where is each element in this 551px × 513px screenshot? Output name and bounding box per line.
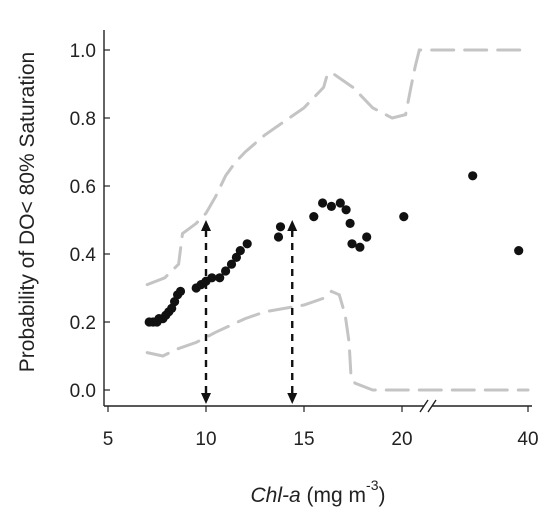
data-point (175, 286, 186, 296)
data-point (345, 218, 355, 228)
lower-confidence-line (145, 289, 530, 392)
y-ticks: 0.0 0.2 0.4 0.6 0.8 1.0 (70, 41, 110, 402)
axis-break-mark (419, 399, 437, 413)
data-point (242, 239, 252, 249)
x-tick-label: 10 (195, 429, 216, 450)
data-point (207, 273, 217, 283)
x-axis-title-unit: (mg m (301, 484, 366, 507)
data-point (326, 201, 336, 211)
y-tick-label: 0.4 (70, 245, 97, 266)
data-point (399, 212, 409, 222)
y-axis-title: Probability of DO< 80% Saturation (16, 52, 39, 372)
x-axis-title-exponent: -3 (366, 477, 379, 493)
data-point (309, 212, 319, 222)
data-point (273, 232, 284, 242)
threshold-arrows (201, 220, 298, 404)
x-axis-title-close: ) (378, 484, 385, 507)
data-point (235, 246, 245, 256)
x-axis-title-variable: Chl-a (251, 484, 301, 507)
data-point (347, 239, 357, 249)
data-point (341, 205, 351, 215)
data-point (514, 246, 524, 256)
data-point (318, 198, 328, 208)
data-point (231, 252, 241, 262)
data-point (275, 222, 286, 232)
x-tick-label: 15 (293, 429, 314, 450)
data-point (362, 232, 372, 242)
x-ticks: 5 10 15 20 40 (103, 406, 539, 450)
arrowhead-up (201, 220, 211, 231)
data-point (221, 266, 231, 276)
arrowhead-down (201, 393, 211, 404)
data-point (226, 259, 237, 269)
y-tick-label: 1.0 (70, 41, 96, 62)
x-tick-label: 40 (517, 429, 538, 450)
data-point (468, 171, 478, 181)
y-tick-label: 0.6 (70, 177, 96, 198)
data-point (355, 242, 365, 252)
arrowhead-up (287, 220, 298, 231)
x-tick-label: 5 (103, 429, 114, 450)
y-tick-label: 0.8 (70, 109, 96, 130)
y-tick-label: 0.2 (70, 313, 96, 334)
y-tick-label: 0.0 (70, 381, 96, 402)
axes (103, 30, 532, 413)
arrowhead-down (287, 393, 298, 404)
x-axis-title: Chl-a (mg m-3) (251, 477, 386, 507)
data-point (215, 273, 225, 283)
data-points (144, 171, 524, 327)
data-point (335, 198, 345, 208)
x-tick-label: 20 (391, 429, 412, 450)
upper-confidence-line (145, 48, 530, 287)
confidence-bands (145, 48, 530, 392)
